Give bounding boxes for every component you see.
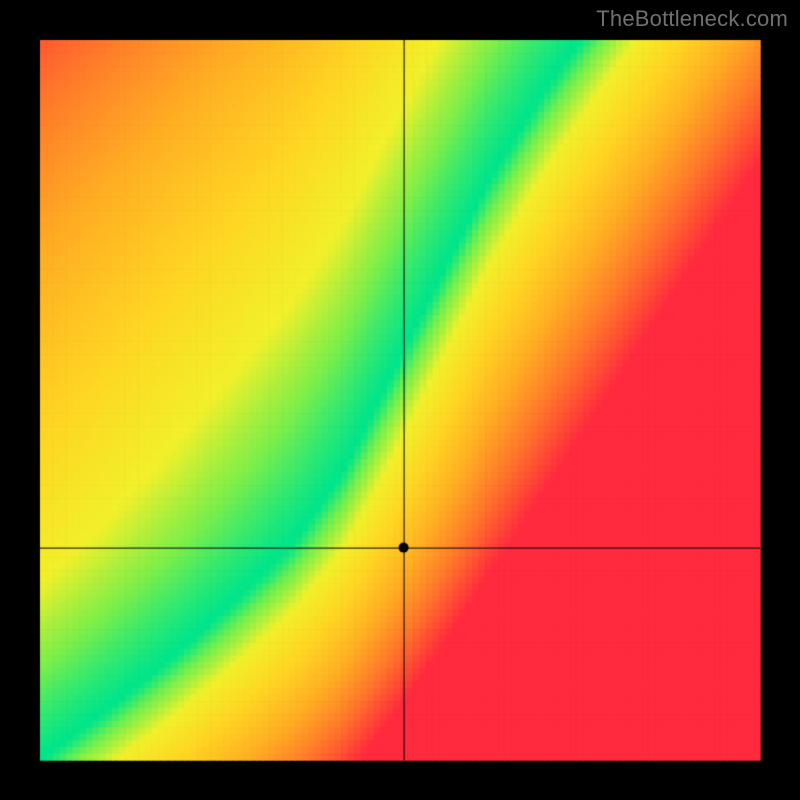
watermark-label: TheBottleneck.com bbox=[596, 6, 788, 32]
bottleneck-heatmap bbox=[0, 0, 800, 800]
